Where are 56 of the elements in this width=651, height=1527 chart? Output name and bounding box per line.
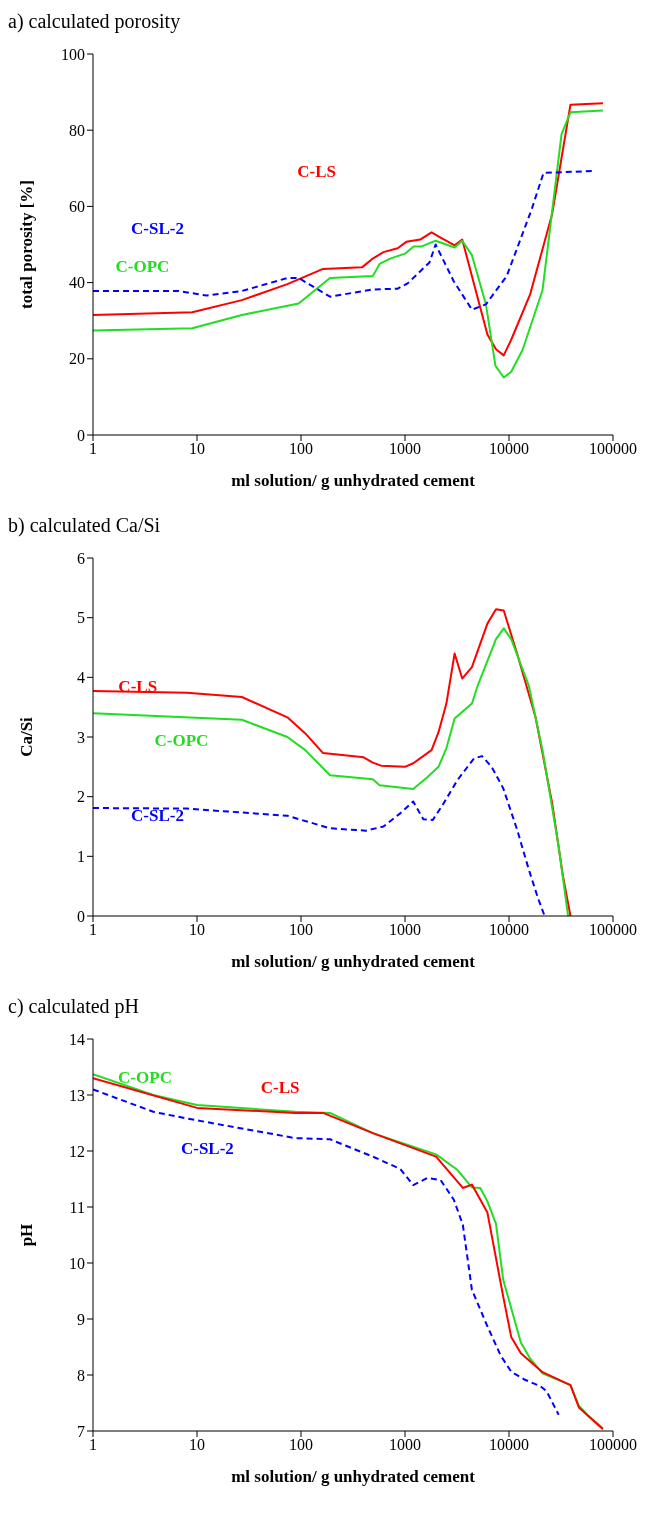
y-tick-label: 1 (77, 848, 85, 866)
y-tick-label: 11 (69, 1198, 85, 1216)
series-label: C-OPC (118, 1068, 172, 1089)
y-tick-label: 3 (77, 728, 85, 746)
chart-title: b) calculated Ca/Si (8, 513, 162, 538)
series-label: C-OPC (154, 730, 209, 751)
y-tick-label: 4 (77, 669, 85, 687)
x-tick-label: 1000 (389, 440, 421, 458)
y-tick-label: 6 (77, 549, 85, 567)
text: C-OPC (115, 257, 170, 278)
x-tick-label: 10 (189, 1436, 205, 1454)
y-tick-label: 80 (69, 121, 85, 139)
y-tick-label: 9 (77, 1310, 85, 1328)
x-tick-label: 1000 (389, 1436, 421, 1454)
x-tick-label: 100 (289, 1436, 313, 1454)
y-tick-label: 14 (69, 1030, 85, 1048)
y-tick-label: 40 (69, 274, 85, 292)
x-axis-title: ml solution/ g unhydrated cement (231, 1467, 476, 1486)
y-axis-title: Ca/Si (17, 716, 37, 757)
x-tick-label: 100000 (589, 440, 637, 458)
y-tick-label: 0 (77, 907, 85, 925)
x-tick-label: 10 (189, 440, 205, 458)
x-tick-label: 10000 (489, 1436, 529, 1454)
series-label: C-SL-2 (131, 805, 184, 826)
y-axis-title: pH (17, 1223, 37, 1247)
y-tick-label: 5 (77, 609, 85, 627)
y-tick-label: 0 (77, 426, 85, 444)
x-tick-label: 100000 (589, 921, 637, 939)
y-tick-label: 7 (77, 1422, 85, 1440)
series-label: C-SL-2 (180, 1138, 234, 1159)
series-label: C-LS (260, 1078, 300, 1098)
x-tick-label: 1000 (389, 921, 421, 939)
y-axis-title: total porosity [%] (17, 179, 37, 310)
y-tick-label: 60 (69, 198, 85, 216)
x-axis-title: ml solution/ g unhydrated cement (231, 471, 476, 490)
y-tick-label: 13 (69, 1086, 85, 1104)
y-tick-label: 12 (69, 1142, 85, 1160)
y-tick-label: 2 (77, 788, 85, 806)
y-tick-label: 20 (69, 350, 85, 368)
text: C-LS (297, 162, 336, 183)
x-tick-label: 1 (89, 440, 97, 458)
x-axis-title: ml solution/ g unhydrated cement (231, 952, 476, 971)
y-tick-label: 8 (77, 1366, 85, 1384)
x-tick-label: 100000 (589, 1436, 637, 1454)
chart-title: a) calculated porosity (8, 9, 182, 34)
x-tick-label: 1 (89, 1436, 97, 1454)
x-tick-label: 10 (189, 921, 205, 939)
x-tick-label: 1 (89, 921, 97, 939)
x-tick-label: 100 (289, 440, 313, 458)
x-tick-label: 100 (289, 921, 313, 939)
y-tick-label: 100 (61, 45, 85, 63)
x-tick-label: 10000 (489, 921, 529, 939)
y-tick-label: 10 (69, 1254, 85, 1272)
x-tick-label: 10000 (489, 440, 529, 458)
chart-title: c) calculated pH (8, 994, 141, 1019)
text: C-SL-2 (131, 219, 184, 240)
